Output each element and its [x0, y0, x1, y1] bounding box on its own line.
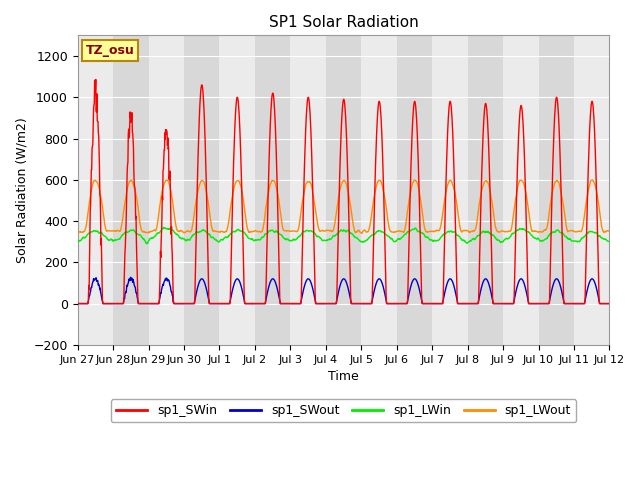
sp1_SWout: [605, 300, 613, 306]
sp1_LWout: [496, 229, 504, 235]
sp1_SWout: [496, 300, 504, 306]
sp1_LWin: [496, 239, 504, 245]
Bar: [538, 36, 574, 345]
sp1_LWin: [543, 235, 551, 241]
sp1_LWout: [74, 229, 81, 235]
sp1_LWin: [160, 225, 168, 230]
Y-axis label: Solar Radiation (W/m2): Solar Radiation (W/m2): [15, 117, 28, 263]
sp1_SWin: [543, 300, 550, 306]
sp1_LWin: [193, 229, 200, 235]
sp1_SWin: [74, 300, 81, 306]
sp1_LWout: [358, 230, 365, 236]
Bar: [255, 36, 291, 345]
sp1_LWin: [74, 237, 81, 243]
sp1_LWin: [427, 237, 435, 242]
Bar: [503, 36, 538, 345]
Text: TZ_osu: TZ_osu: [86, 44, 134, 57]
Bar: [184, 36, 220, 345]
sp1_SWout: [74, 300, 81, 306]
sp1_LWout: [589, 177, 596, 183]
Line: sp1_LWout: sp1_LWout: [77, 180, 609, 233]
sp1_LWout: [252, 228, 259, 234]
sp1_SWout: [193, 290, 200, 296]
sp1_LWin: [180, 236, 188, 241]
sp1_SWin: [605, 300, 613, 306]
Line: sp1_LWin: sp1_LWin: [77, 228, 609, 244]
sp1_SWout: [127, 275, 134, 280]
sp1_LWout: [543, 226, 550, 231]
Bar: [397, 36, 432, 345]
Bar: [220, 36, 255, 345]
sp1_SWin: [92, 77, 100, 83]
sp1_LWout: [192, 199, 200, 205]
sp1_SWout: [252, 300, 260, 306]
Legend: sp1_SWin, sp1_SWout, sp1_LWin, sp1_LWout: sp1_SWin, sp1_SWout, sp1_LWin, sp1_LWout: [111, 399, 576, 422]
Bar: [361, 36, 397, 345]
Bar: [574, 36, 609, 345]
sp1_SWout: [543, 300, 550, 306]
Bar: [432, 36, 468, 345]
Bar: [291, 36, 326, 345]
sp1_SWout: [179, 300, 187, 306]
Bar: [468, 36, 503, 345]
sp1_SWin: [252, 300, 260, 306]
sp1_LWin: [143, 241, 151, 247]
Bar: [113, 36, 148, 345]
sp1_LWout: [426, 228, 434, 234]
sp1_LWin: [605, 239, 613, 244]
Bar: [77, 36, 113, 345]
sp1_LWin: [252, 238, 260, 243]
X-axis label: Time: Time: [328, 370, 359, 383]
Line: sp1_SWin: sp1_SWin: [77, 80, 609, 303]
sp1_LWout: [605, 228, 613, 234]
sp1_SWin: [193, 227, 200, 233]
sp1_SWin: [426, 300, 434, 306]
sp1_SWin: [179, 300, 187, 306]
Bar: [326, 36, 361, 345]
sp1_SWin: [496, 300, 504, 306]
Title: SP1 Solar Radiation: SP1 Solar Radiation: [269, 15, 419, 30]
Line: sp1_SWout: sp1_SWout: [77, 277, 609, 303]
sp1_LWout: [179, 229, 187, 235]
Bar: [148, 36, 184, 345]
sp1_SWout: [426, 300, 434, 306]
